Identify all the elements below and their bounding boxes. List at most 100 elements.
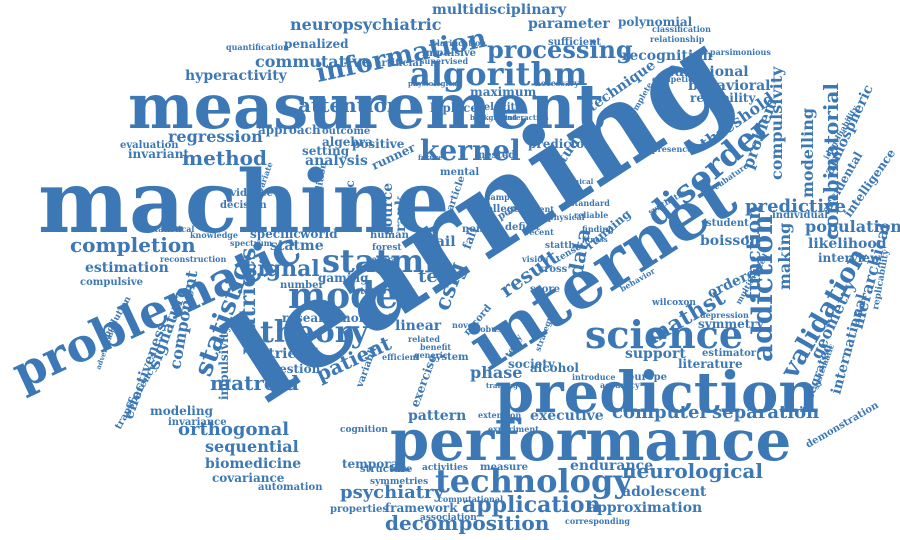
word-score: score [530,284,560,295]
word-properties: properties [330,504,388,515]
word-accuracy: accuracy [600,380,640,390]
word-noise: noise [462,224,492,235]
word-application: application [462,492,601,518]
word-measure: measure [480,462,528,473]
word-recent: recent [525,227,554,237]
word-velocity: velocity [477,102,522,113]
word-gaming: gaming [318,271,369,285]
word-literature: literature [678,357,743,371]
word-depression: depression [700,310,749,320]
word-interview: interview [818,251,881,265]
word-reconstruction: reconstruction [160,254,227,264]
word-modeling: modeling [150,404,214,418]
word-generic: generic [414,350,448,360]
word-technology: technology [435,462,633,500]
word-novel: novel [452,320,476,330]
word-cross: cross [538,264,568,275]
word-approximation: approximation [588,500,702,516]
word-clarification: clarification [432,38,486,48]
word-behavioral: behavioral [688,78,771,94]
word-estimator: estimator [702,348,757,359]
word-maximum: maximum [470,85,537,99]
word-statap: statap [355,287,386,297]
word-laplace: laplace [430,101,478,115]
word-parsimonious: parsimonious [710,47,771,57]
word-completion: completion [70,233,196,257]
word-computational: computational [438,494,503,504]
word-temporal: temporal [342,457,403,471]
word-function: function [741,205,765,300]
word-automation: automation [258,482,323,493]
word-finding: finding [582,224,614,234]
word-vision: vision [521,254,549,264]
word-algorithm: algorithm [410,55,588,93]
word-sufficient: sufficient [548,37,601,48]
word-parameter: parameter [528,16,610,32]
word-neurological: neurological [622,459,763,483]
word-evaluation: evaluation [120,140,179,151]
word-processing: processing [487,35,633,64]
word-robust: robust [476,324,505,334]
word-neuropsychiatric: neuropsychiatric [290,15,442,34]
word-addiction: addiction [746,214,779,362]
word-kernel: kernel [420,134,521,167]
word-training: training [486,381,518,390]
word-covariance: covariance [212,471,285,485]
word-test: test [418,266,457,287]
word-fitness: fitness [582,235,608,244]
word-regression: regression [168,127,263,146]
word-standard: standard [570,198,610,208]
word-extension: extension [478,410,521,420]
word-support: support [625,346,686,362]
word-relationship: relationship [650,34,705,44]
word-number: number [280,280,324,291]
word-approach: approach [258,123,321,137]
word-computer: computer [612,402,709,423]
word-estimation: estimation [85,260,169,276]
word-world: world [299,227,338,241]
word-matrices: matrices [235,248,261,355]
word-symmetries: symmetries [370,477,428,487]
word-invariant: invariant [128,147,189,161]
word-interaction: interaction [505,113,549,122]
word-structure: structure [360,464,412,475]
word-experiment: experiment [488,424,539,434]
word-association: association [420,513,477,523]
word-commutative: commutative [255,52,372,71]
word-executive: executive [530,408,604,424]
word-matroid: matroid [210,371,299,395]
word-specific: specific [250,227,301,241]
word-evidence: evidence [224,188,273,199]
word-knowledge: knowledge [190,230,238,240]
word-predictive: predictive [745,196,846,217]
word-spectrum: spectrum [230,238,273,248]
word-supervised: supervised [420,56,469,66]
word-modelling: modelling [798,108,817,198]
word-functional: functional [668,64,749,80]
word-adolescent: adolescent [622,484,707,500]
word-classification: classification [652,24,711,34]
word-statistical: statistical [150,224,194,234]
word-sample: sample [486,192,518,202]
word-invariance: invariance [168,417,227,428]
word-statml: statml [322,242,436,280]
word-prediction: prediction [495,360,819,426]
word-future: future [418,153,443,162]
word-individual: individual [772,210,828,221]
word-multidisciplinary: multidisciplinary [432,2,567,18]
word-science: science [585,312,743,357]
word-athletic: athletic [343,180,357,232]
word-trail: trail [422,234,456,250]
word-source: source [380,183,396,235]
word-impulsivity: impulsivity [217,325,231,400]
word-likelihood: likelihood [808,236,887,252]
word-combinatorial: combinatorial [819,83,843,240]
word-positive: positive [352,137,405,151]
word-general: general [366,254,400,264]
word-wilcoxon: wilcoxon [651,298,696,308]
word-reliable: reliable [574,210,608,220]
word-decision: decision [220,200,267,211]
word-machine: machine [38,152,450,253]
word-mental: mental [440,167,479,178]
